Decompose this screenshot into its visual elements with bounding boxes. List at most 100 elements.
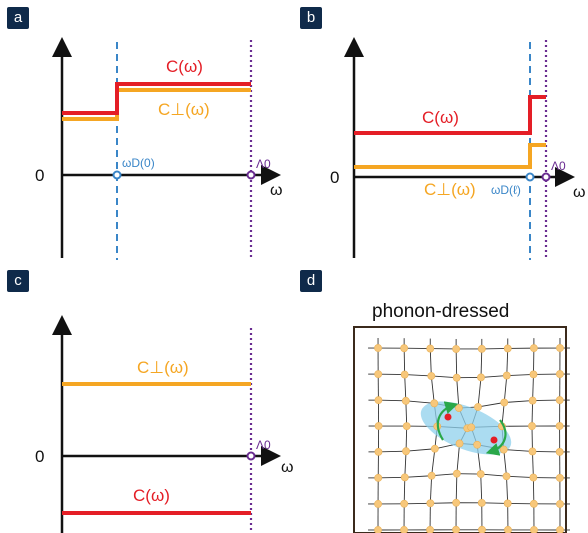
panel-b-cperp-step (354, 143, 546, 169)
lattice-bond (404, 374, 432, 377)
lattice-node (476, 470, 485, 478)
panel-d: phonon-dressed (353, 301, 570, 533)
panel-a-lambda-label: Λ0 (256, 157, 271, 171)
panel-c-omega-label: ω (281, 459, 294, 476)
lattice-node (555, 448, 564, 456)
lattice-node (374, 344, 382, 352)
lattice-bond (431, 448, 436, 476)
lattice-bond (480, 474, 483, 503)
lattice-bond (506, 373, 534, 377)
lattice-node (528, 422, 536, 430)
panel-c-cperp-label: C⊥(ω) (137, 358, 189, 377)
lattice-node (555, 396, 564, 404)
lattice-bond (404, 475, 432, 478)
lattice-node (499, 445, 508, 454)
panel-a-omega-d-label: ωD(0) (122, 156, 155, 170)
panel-d-tag: d (300, 270, 322, 292)
lattice-bond (378, 476, 405, 479)
lattice-bond (405, 400, 408, 427)
lattice-node (555, 474, 564, 482)
lattice-node (426, 525, 434, 533)
lattice-node (402, 422, 411, 430)
lattice-node (427, 372, 436, 380)
lattice-node (374, 526, 382, 533)
panel-b-lambda-point (541, 172, 551, 182)
lattice-bond (480, 375, 507, 378)
lattice-bond (429, 348, 432, 376)
lattice-node (504, 525, 512, 533)
lattice-node (400, 473, 409, 482)
lattice-bond (403, 348, 406, 375)
lattice-node (477, 345, 486, 353)
lattice-bond (506, 476, 509, 504)
panel-c-lambda-label: Λ0 (256, 438, 271, 452)
lattice-bond (532, 451, 534, 478)
lattice-bond (503, 375, 508, 403)
lattice-node (452, 469, 461, 478)
lattice-bond (477, 402, 505, 408)
lattice-node (477, 498, 486, 507)
panel-b-zero-label: 0 (330, 168, 339, 187)
lattice-node (503, 344, 512, 353)
panel-a-lambda-point (246, 170, 256, 180)
lattice-bond (531, 400, 534, 427)
panel-c-lambda-point (246, 451, 256, 461)
lattice-bond (404, 451, 407, 478)
lattice-node (500, 398, 509, 407)
lattice-bond (405, 400, 435, 404)
lattice-node (473, 440, 482, 449)
lattice-bond (404, 374, 407, 401)
lattice-bond (378, 450, 407, 453)
panel-d-title: phonon-dressed (372, 301, 509, 322)
lattice-node (452, 373, 461, 382)
lattice-bond (403, 477, 406, 504)
lattice-node (528, 447, 537, 456)
panel-b-lambda-label: Λ0 (551, 159, 566, 173)
lattice-node (374, 422, 383, 430)
lattice-node (400, 344, 409, 353)
lattice-bond (378, 399, 406, 402)
lattice-node (452, 525, 460, 533)
lattice-bond (503, 449, 533, 452)
lattice-bond (430, 502, 457, 504)
lattice-bond (456, 377, 460, 409)
panel-b-c-step (354, 95, 546, 135)
lattice-bond (532, 374, 534, 401)
lattice-node (454, 404, 463, 412)
panel-b-omega-d-label: ωD(ℓ) (491, 183, 521, 197)
lattice-bond (506, 475, 534, 478)
lattice-bond (504, 400, 533, 403)
lattice-node (426, 499, 435, 508)
lattice-node (430, 399, 439, 408)
panel-b-tag: b (300, 7, 322, 29)
panel-b: C(ω) C⊥(ω) 0 ω ωD(ℓ) Λ0 (330, 37, 586, 260)
lattice-bond (480, 473, 507, 477)
lattice-node (400, 370, 409, 379)
lattice-node (556, 344, 564, 352)
lattice-nodes (374, 344, 564, 533)
lattice-bond (431, 375, 457, 379)
panel-c-zero-label: 0 (35, 447, 44, 466)
lattice-node (477, 373, 485, 382)
lattice-bond (481, 502, 508, 504)
lattice-node (555, 370, 564, 378)
lattice-bond (429, 475, 433, 504)
lattice-bond (506, 348, 509, 376)
lattice-node (430, 444, 439, 453)
lattice-node (502, 472, 511, 481)
lattice-node (503, 499, 512, 508)
panel-a-zero-label: 0 (35, 166, 44, 185)
electron-left (444, 413, 452, 421)
lattice-node (478, 525, 486, 533)
lattice-node (530, 526, 538, 533)
lattice-bond (503, 449, 507, 477)
panel-a-omega-label: ω (270, 182, 283, 199)
rotation-arrow-right (485, 419, 507, 456)
lattice-node (374, 473, 383, 482)
lattice-node (400, 526, 408, 533)
panel-b-c-label: C(ω) (422, 108, 459, 127)
panel-a-c-step (62, 82, 251, 115)
lattice-node (402, 447, 410, 456)
panel-a: C(ω) C⊥(ω) 0 ω ωD(0) Λ0 (35, 37, 283, 260)
